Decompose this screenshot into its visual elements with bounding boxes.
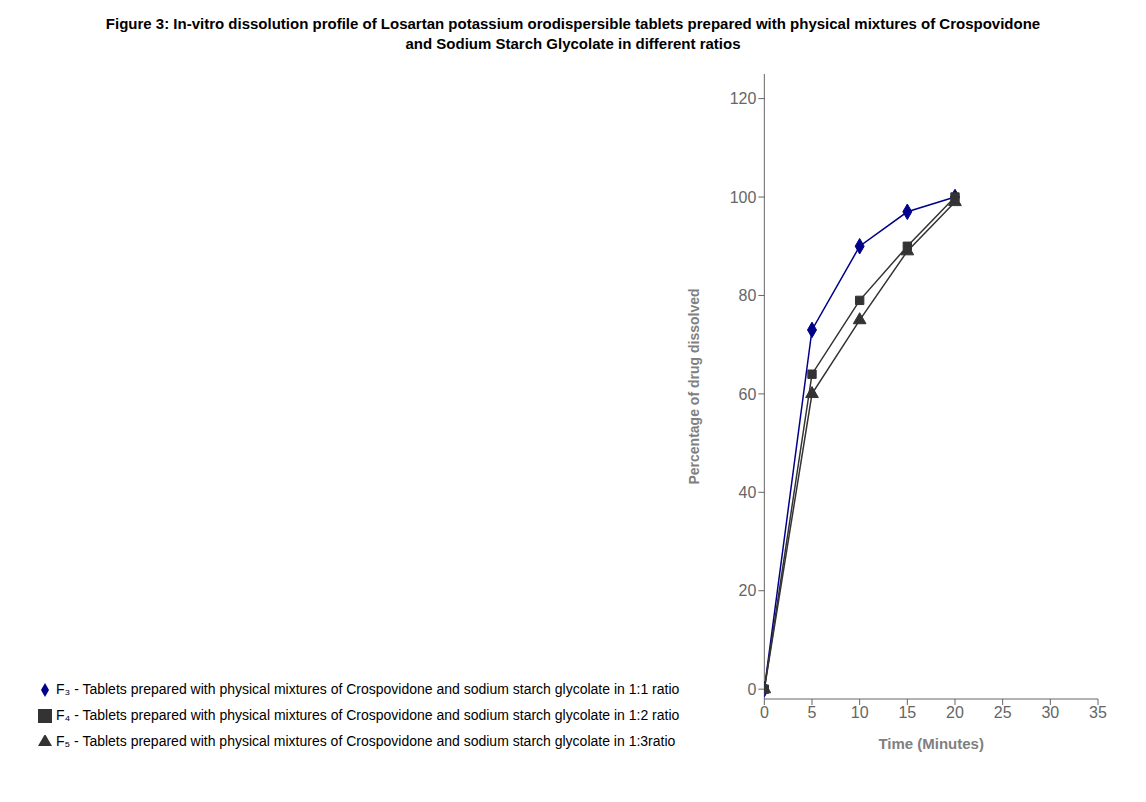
svg-text:80: 80 — [739, 287, 757, 304]
html-text:F₄ - Tablets prepared with phy: F₄ - Tablets prepared with physical mixt… — [56, 707, 680, 723]
svg-text:0: 0 — [760, 704, 769, 721]
svg-text:10: 10 — [851, 704, 869, 721]
html-text:F₅ - Tablets prepared with phy: F₅ - Tablets prepared with physical mixt… — [56, 733, 676, 749]
svg-text:Percentage of drug dissolved: Percentage of drug dissolved — [686, 288, 702, 484]
svg-text:20: 20 — [739, 582, 757, 599]
svg-text:120: 120 — [730, 90, 757, 107]
svg-text:35: 35 — [1089, 704, 1107, 721]
svg-text:20: 20 — [946, 704, 964, 721]
html-text:F₃ - Tablets prepared with phy: F₃ - Tablets prepared with physical mixt… — [56, 681, 680, 697]
svg-text:Time (Minutes): Time (Minutes) — [878, 735, 984, 752]
svg-text:60: 60 — [739, 386, 757, 403]
svg-text:40: 40 — [739, 484, 757, 501]
svg-text:25: 25 — [994, 704, 1012, 721]
svg-text:30: 30 — [1041, 704, 1059, 721]
html-text:and Sodium Starch Glycolate in: and Sodium Starch Glycolate in different… — [405, 35, 741, 52]
svg-text:15: 15 — [898, 704, 916, 721]
svg-text:5: 5 — [808, 704, 817, 721]
html-text:Figure 3: In-vitro dissolution: Figure 3: In-vitro dissolution profile o… — [105, 15, 1041, 32]
svg-text:100: 100 — [730, 189, 757, 206]
svg-text:0: 0 — [747, 681, 756, 698]
